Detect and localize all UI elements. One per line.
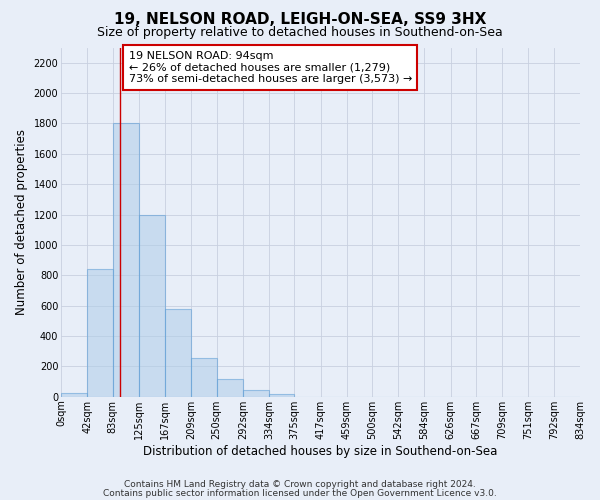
Bar (61, 393, 87, 397)
Bar (139, 214, 165, 397)
X-axis label: Distribution of detached houses by size in Southend-on-Sea: Distribution of detached houses by size … (143, 444, 498, 458)
Bar (87, 269, 113, 397)
Text: Size of property relative to detached houses in Southend-on-Sea: Size of property relative to detached ho… (97, 26, 503, 39)
Bar (191, 358, 217, 397)
Bar (243, 390, 269, 397)
Bar (113, 124, 139, 397)
Text: Contains public sector information licensed under the Open Government Licence v3: Contains public sector information licen… (103, 488, 497, 498)
Text: 19, NELSON ROAD, LEIGH-ON-SEA, SS9 3HX: 19, NELSON ROAD, LEIGH-ON-SEA, SS9 3HX (114, 12, 486, 28)
Text: 19 NELSON ROAD: 94sqm
← 26% of detached houses are smaller (1,279)
73% of semi-d: 19 NELSON ROAD: 94sqm ← 26% of detached … (128, 51, 412, 84)
Bar (165, 308, 191, 397)
Bar (269, 394, 295, 397)
Bar (217, 380, 243, 397)
Y-axis label: Number of detached properties: Number of detached properties (15, 129, 28, 315)
Text: Contains HM Land Registry data © Crown copyright and database right 2024.: Contains HM Land Registry data © Crown c… (124, 480, 476, 489)
